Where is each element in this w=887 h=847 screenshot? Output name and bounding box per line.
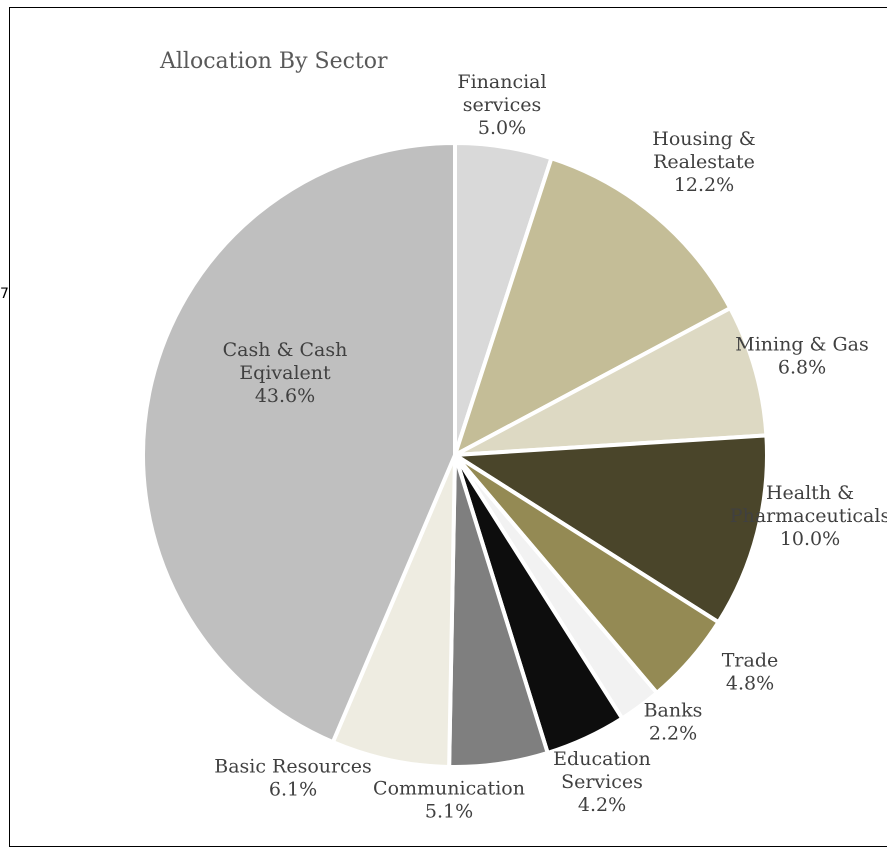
slice-category-label: Cash & Cash bbox=[223, 339, 348, 361]
slice-category-label: Education bbox=[553, 748, 651, 770]
slice-category-label: Services bbox=[561, 771, 643, 793]
slice-value-label: 43.6% bbox=[255, 385, 315, 407]
slice-category-label: Health & bbox=[766, 482, 854, 504]
slice-category-label: Trade bbox=[722, 650, 779, 672]
slice-category-label: Mining & Gas bbox=[735, 334, 869, 356]
slice-value-label: 4.8% bbox=[726, 673, 774, 695]
pie-slice bbox=[453, 433, 769, 625]
slice-category-label: Pharmaceuticals bbox=[730, 505, 887, 527]
pie-slices bbox=[141, 141, 769, 769]
pie-slice bbox=[453, 306, 769, 457]
slice-category-label: Eqivalent bbox=[239, 362, 331, 384]
slice-value-label: 2.2% bbox=[649, 723, 697, 745]
slice-value-label: 6.8% bbox=[778, 357, 826, 379]
slice-value-label: 4.2% bbox=[578, 794, 626, 816]
chart-title: Allocation By Sector bbox=[159, 49, 388, 74]
pie-slice bbox=[141, 141, 457, 745]
slice-category-label: Basic Resources bbox=[214, 756, 372, 778]
slice-value-label: 5.1% bbox=[425, 801, 473, 823]
slice-value-label: 6.1% bbox=[269, 779, 317, 801]
slice-category-label: Banks bbox=[644, 700, 703, 722]
slice-category-label: Communication bbox=[373, 778, 525, 800]
slice-value-label: 10.0% bbox=[780, 528, 840, 550]
slice-category-label: Financial bbox=[457, 71, 546, 93]
slice-category-label: Realestate bbox=[653, 151, 755, 173]
slice-category-label: Housing & bbox=[652, 128, 756, 150]
slice-category-label: services bbox=[463, 94, 542, 116]
pie-slice bbox=[453, 156, 733, 457]
slice-value-label: 12.2% bbox=[674, 174, 734, 196]
pie-slice bbox=[330, 453, 457, 769]
slice-value-label: 5.0% bbox=[478, 117, 526, 139]
edge-mark: 7 bbox=[0, 286, 9, 302]
